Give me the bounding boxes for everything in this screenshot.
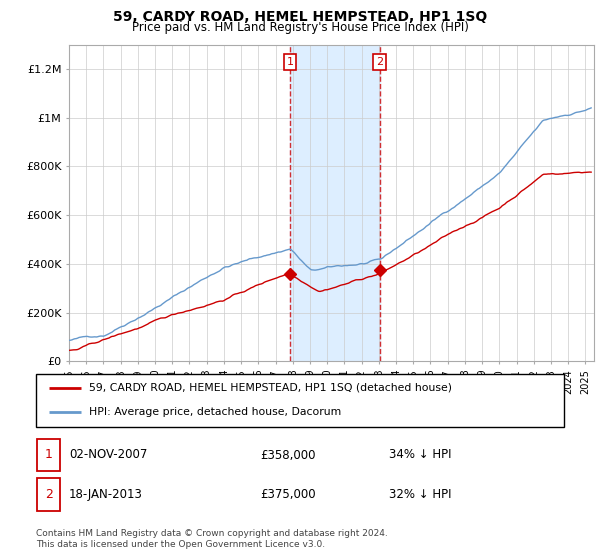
Text: Price paid vs. HM Land Registry's House Price Index (HPI): Price paid vs. HM Land Registry's House … — [131, 21, 469, 34]
Text: 2: 2 — [376, 57, 383, 67]
Text: 32% ↓ HPI: 32% ↓ HPI — [389, 488, 451, 501]
Text: £358,000: £358,000 — [260, 449, 316, 461]
Bar — [290, 45, 380, 361]
Text: 34% ↓ HPI: 34% ↓ HPI — [389, 449, 451, 461]
Text: 59, CARDY ROAD, HEMEL HEMPSTEAD, HP1 1SQ: 59, CARDY ROAD, HEMEL HEMPSTEAD, HP1 1SQ — [113, 10, 487, 24]
Text: 59, CARDY ROAD, HEMEL HEMPSTEAD, HP1 1SQ (detached house): 59, CARDY ROAD, HEMEL HEMPSTEAD, HP1 1SQ… — [89, 383, 452, 393]
Text: £375,000: £375,000 — [260, 488, 316, 501]
Text: HPI: Average price, detached house, Dacorum: HPI: Average price, detached house, Daco… — [89, 407, 341, 417]
Text: 2: 2 — [44, 488, 53, 501]
Text: 02-NOV-2007: 02-NOV-2007 — [69, 449, 148, 461]
Text: 1: 1 — [286, 57, 293, 67]
Text: Contains HM Land Registry data © Crown copyright and database right 2024.
This d: Contains HM Land Registry data © Crown c… — [36, 529, 388, 549]
Text: 18-JAN-2013: 18-JAN-2013 — [69, 488, 143, 501]
Text: 1: 1 — [44, 449, 53, 461]
